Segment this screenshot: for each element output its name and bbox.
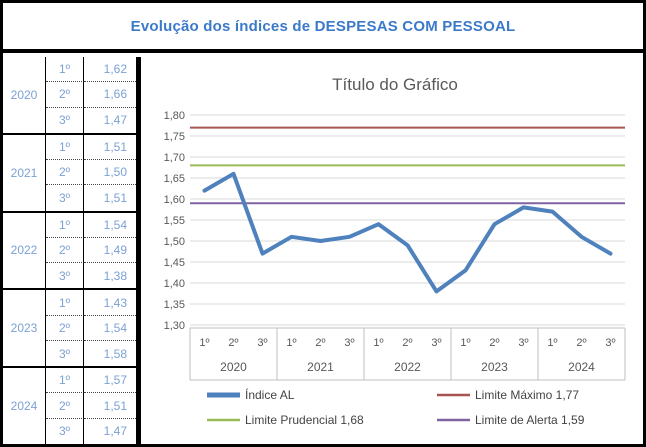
chart-title: Título do Gráfico <box>332 75 458 94</box>
y-tick-label: 1,75 <box>164 131 185 143</box>
year-cell[interactable]: 2020 <box>3 57 46 133</box>
index-value-cell[interactable]: 1,54 <box>84 316 136 341</box>
index-value-cell[interactable]: 1,49 <box>84 238 136 264</box>
x-tick-label: 3º <box>344 337 354 349</box>
quarter-cell[interactable]: 1º <box>46 212 84 238</box>
index-value-cell[interactable]: 1,58 <box>103 346 127 361</box>
quarter-cell[interactable]: 2º <box>46 160 84 186</box>
x-year-label: 2023 <box>481 360 508 374</box>
quarter-cell[interactable]: 1º <box>46 290 84 316</box>
index-value-cell[interactable]: 1,62 <box>84 57 136 83</box>
y-tick-label: 1,50 <box>164 236 185 248</box>
chart-object[interactable]: Título do Gráfico 1,30 1,35 1,40 1,45 1,50 1,5… <box>141 57 643 444</box>
legend-label[interactable]: Limite Prudencial 1,68 <box>245 413 364 427</box>
index-value-cell[interactable]: 1,66 <box>84 82 136 108</box>
legend-label[interactable]: Limite de Alerta 1,59 <box>475 413 585 427</box>
x-year-label: 2022 <box>394 360 421 374</box>
year-group-2023: 2023 1º 1,43 2º 1,54 3º 1,58 <box>3 290 136 369</box>
x-tick-label: 3º <box>431 337 441 349</box>
quarter-cell[interactable]: 3º <box>46 107 84 133</box>
legend-label[interactable]: Índice AL <box>245 387 295 402</box>
x-tick-label: 3º <box>605 337 615 349</box>
quarter-cell[interactable]: 3º <box>46 185 84 211</box>
index-value-cell[interactable]: 1,51 <box>84 135 136 161</box>
quarter-cell[interactable]: 2º <box>46 82 84 108</box>
index-value-cell[interactable]: 1,57 <box>84 368 136 394</box>
quarter-cell[interactable]: 2º <box>46 393 84 419</box>
quarter-cell[interactable]: 2º <box>46 237 84 264</box>
index-value-cell[interactable]: 1,47 <box>103 113 127 128</box>
x-tick-label: 2º <box>576 337 586 349</box>
quarter-cell[interactable]: 1º <box>46 57 84 83</box>
x-tick-label: 1º <box>373 337 383 349</box>
y-tick-label: 1,65 <box>164 173 185 185</box>
indices-table: 2020 1º 1,62 2º 1,66 3º 1,47 2021 1º 1,51 2º 1,50 3º… <box>3 57 141 444</box>
x-year-label: 2024 <box>568 360 595 374</box>
x-tick-label: 2º <box>228 337 238 349</box>
line-chart: Título do Gráfico 1,30 1,35 1,40 1,45 1,50 1,5… <box>164 75 626 427</box>
x-tick-label: 1º <box>460 337 470 349</box>
y-tick-label: 1,45 <box>164 257 185 269</box>
index-value-cell[interactable]: 1,50 <box>84 160 136 186</box>
index-value-cell[interactable]: 1,51 <box>103 190 127 205</box>
year-group-2024: 2024 1º 1,57 2º 1,51 3º 1,47 <box>3 368 136 444</box>
quarter-cell[interactable]: 1º <box>46 134 84 161</box>
y-tick-label: 1,30 <box>164 320 185 332</box>
index-value-cell[interactable]: 1,54 <box>84 213 136 238</box>
quarter-cell[interactable]: 1º <box>46 368 84 394</box>
y-tick-label: 1,70 <box>164 152 185 164</box>
year-group-2022: 2022 1º 1,54 2º 1,49 3º 1,38 <box>3 212 136 291</box>
year-group-2020: 2020 1º 1,62 2º 1,66 3º 1,47 <box>3 57 136 135</box>
index-value-cell[interactable]: 1,51 <box>84 393 136 419</box>
y-tick-label: 1,35 <box>164 299 185 311</box>
x-tick-label: 2º <box>489 337 499 349</box>
index-value-cell[interactable]: 1,43 <box>84 290 136 316</box>
quarter-cell[interactable]: 3º <box>46 340 84 367</box>
year-cell[interactable]: 2023 <box>3 290 46 367</box>
x-tick-label: 1º <box>547 337 557 349</box>
year-cell[interactable]: 2022 <box>3 212 46 289</box>
x-tick-label: 3º <box>518 337 528 349</box>
legend-label[interactable]: Limite Máximo 1,77 <box>475 388 579 402</box>
x-tick-label: 3º <box>257 337 267 349</box>
index-value-cell[interactable]: 1,38 <box>103 268 127 283</box>
year-cell[interactable]: 2024 <box>3 368 46 444</box>
x-tick-label: 1º <box>199 337 209 349</box>
x-tick-label: 1º <box>286 337 296 349</box>
panel-title: Evolução dos índices de DESPESAS COM PES… <box>130 17 516 35</box>
y-tick-label: 1,40 <box>164 278 185 290</box>
quarter-cell[interactable]: 3º <box>46 418 84 444</box>
year-cell[interactable]: 2021 <box>3 134 46 211</box>
indice-al-line <box>202 171 613 294</box>
quarter-cell[interactable]: 3º <box>46 263 84 289</box>
year-group-2021: 2021 1º 1,51 2º 1,50 3º 1,51 <box>3 134 136 213</box>
x-tick-label: 2º <box>402 337 412 349</box>
x-tick-label: 2º <box>315 337 325 349</box>
index-value-cell[interactable]: 1,47 <box>103 424 127 439</box>
panel-title-bar: Evolução dos índices de DESPESAS COM PES… <box>3 3 643 53</box>
x-year-label: 2021 <box>307 360 334 374</box>
quarter-cell[interactable]: 2º <box>46 315 84 341</box>
y-tick-label: 1,60 <box>164 194 185 206</box>
y-tick-label: 1,80 <box>164 110 185 122</box>
x-year-label: 2020 <box>220 360 247 374</box>
y-tick-label: 1,55 <box>164 215 185 227</box>
